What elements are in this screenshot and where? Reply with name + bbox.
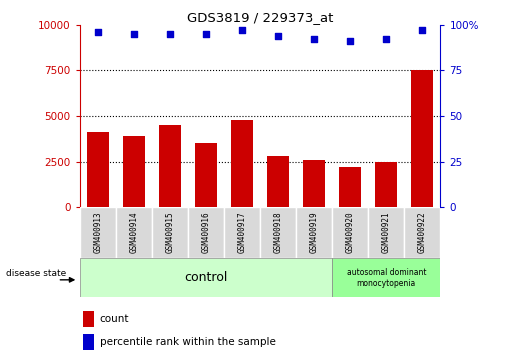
- Bar: [123, 136, 145, 207]
- Bar: [260, 207, 296, 258]
- Text: GSM400914: GSM400914: [129, 211, 139, 252]
- Text: control: control: [184, 272, 228, 284]
- Point: [166, 31, 174, 37]
- Text: autosomal dominant
monocytopenia: autosomal dominant monocytopenia: [347, 268, 426, 287]
- Bar: [152, 207, 188, 258]
- Bar: [116, 207, 152, 258]
- Bar: [83, 334, 94, 350]
- Point: [238, 27, 246, 33]
- Bar: [332, 207, 368, 258]
- Text: percentile rank within the sample: percentile rank within the sample: [100, 337, 276, 347]
- Text: GSM400917: GSM400917: [237, 211, 247, 252]
- Text: GSM400920: GSM400920: [346, 211, 355, 252]
- Bar: [411, 70, 433, 207]
- Bar: [332, 258, 440, 297]
- Point: [346, 38, 354, 44]
- Bar: [224, 207, 260, 258]
- Text: GSM400919: GSM400919: [310, 211, 319, 252]
- Point: [382, 36, 390, 42]
- Bar: [87, 132, 109, 207]
- Bar: [188, 207, 224, 258]
- Bar: [195, 143, 217, 207]
- Bar: [267, 156, 289, 207]
- Text: GSM400918: GSM400918: [273, 211, 283, 252]
- Point: [310, 36, 318, 42]
- Text: count: count: [100, 314, 129, 324]
- Bar: [296, 207, 332, 258]
- Bar: [375, 161, 397, 207]
- Point: [130, 31, 138, 37]
- Bar: [368, 207, 404, 258]
- Title: GDS3819 / 229373_at: GDS3819 / 229373_at: [187, 11, 333, 24]
- Point: [274, 33, 282, 39]
- Text: GSM400913: GSM400913: [93, 211, 102, 252]
- Text: GSM400916: GSM400916: [201, 211, 211, 252]
- Bar: [303, 160, 325, 207]
- Text: GSM400922: GSM400922: [418, 211, 427, 252]
- Text: GSM400915: GSM400915: [165, 211, 175, 252]
- Point: [418, 27, 426, 33]
- Bar: [231, 120, 253, 207]
- Bar: [83, 311, 94, 327]
- Bar: [339, 167, 361, 207]
- Bar: [159, 125, 181, 207]
- Text: GSM400921: GSM400921: [382, 211, 391, 252]
- Bar: [80, 258, 332, 297]
- Text: disease state: disease state: [6, 269, 66, 278]
- Bar: [404, 207, 440, 258]
- Point: [202, 31, 210, 37]
- Bar: [80, 207, 116, 258]
- Point: [94, 29, 102, 35]
